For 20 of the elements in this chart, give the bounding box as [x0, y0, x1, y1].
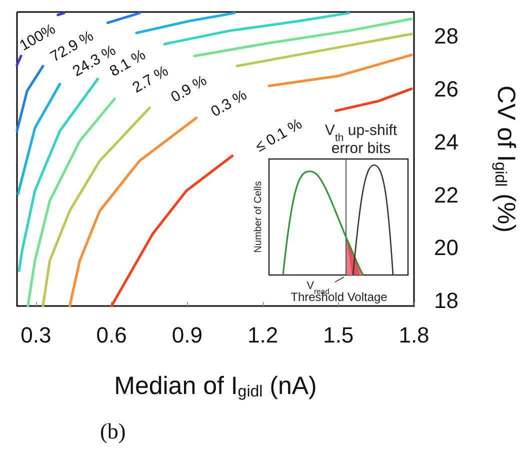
- annotation: V$_{read}$: [306, 280, 330, 296]
- x-tick-label: 1.5: [323, 322, 354, 348]
- annotation: Number of Cells: [253, 181, 264, 253]
- y-tick-label: 24: [434, 129, 458, 154]
- x-tick-label: 0.6: [96, 322, 127, 348]
- x-axis-title: Median of Igidl (nA): [114, 372, 317, 400]
- x-tick-label: 1.2: [247, 322, 278, 348]
- x-tick-label: 0.9: [172, 322, 202, 348]
- y-tick-label: 22: [434, 182, 458, 208]
- y-axis-title: CV of Igidl (%): [492, 85, 520, 233]
- x-tick-label: 0.3: [20, 322, 52, 348]
- y-tick-label: 18: [434, 288, 458, 314]
- y-tick-label: 28: [434, 23, 458, 48]
- text: ≤ 0.1 %: [252, 116, 306, 156]
- x-tick-label: 1.8: [398, 322, 430, 348]
- annotation: error bits: [331, 140, 391, 157]
- text: 0.3 %: [208, 86, 250, 120]
- text: (b): [100, 418, 126, 444]
- y-tick-label: 20: [434, 235, 458, 260]
- y-tick-label: 26: [434, 76, 458, 102]
